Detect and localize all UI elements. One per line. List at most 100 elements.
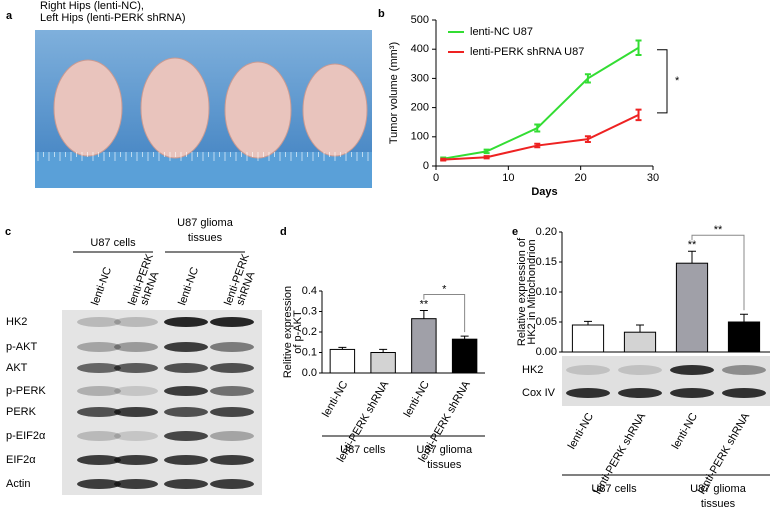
error-bar [419,309,428,319]
blot-background [62,310,262,495]
error-bar [483,148,490,155]
error-bar [584,73,591,84]
bar [451,338,478,374]
panel-label: c [5,226,11,238]
y-tick-label: 200 [411,102,429,114]
annotation: ** [688,239,697,251]
blot-band [114,455,158,465]
x-tick-label: 30 [647,172,659,184]
bar [623,331,657,353]
y-tick-label: 0.10 [536,286,557,298]
bar [675,262,709,353]
blot-band [114,386,158,396]
blot-row-label: PERK [6,406,37,418]
error-bar [635,39,642,57]
panel-label: b [378,8,385,20]
panel-label: e [512,226,518,238]
blot-band [77,479,121,489]
x-axis-label: Days [531,186,557,198]
x-tick-label: lenti-NC [320,379,350,419]
error-bar [483,155,490,160]
blot-band [210,363,254,373]
annotation: * [442,283,447,295]
annotation: ** [714,224,723,236]
blot-band [210,455,254,465]
bar [329,348,356,374]
blot-row-label: EIF2α [6,454,36,466]
error-bar [534,142,541,149]
group-label: U87 glioma [690,483,747,495]
ruler [35,152,372,188]
y-axis-label: of p-AKT [292,310,304,354]
blot-band [566,365,610,375]
y-tick-label: 0.4 [302,285,317,297]
error-bar [635,108,642,122]
error-bar [584,320,592,325]
blot-band [114,342,158,352]
blot-band [77,455,121,465]
blot-band [164,363,208,373]
significance-bracket [657,49,668,114]
legend-label: lenti-PERK shRNA U87 [470,46,584,58]
legend-label: lenti-NC U87 [470,26,533,38]
bar [370,352,396,374]
blot-row-label: Cox IV [522,387,556,399]
x-tick-label: 20 [575,172,587,184]
blot-band [164,479,208,489]
blot-band [722,365,766,375]
blot-band [77,342,121,352]
blot-band [566,388,610,398]
group-label: tissues [701,498,736,510]
blot-band [114,317,158,327]
group-label: U87 cells [591,483,637,495]
bar [727,321,761,353]
blot-background [562,356,770,406]
y-axis-label: Relitive expression [282,286,294,378]
annotation: * [675,75,680,87]
y-tick-label: 500 [411,14,429,26]
blot-row-label: AKT [6,362,28,374]
blot-band [164,455,208,465]
x-tick-label: lenti-NC [670,411,700,451]
error-bar [379,348,388,353]
blot-band [618,388,662,398]
blot-band [670,388,714,398]
y-tick-label: 400 [411,43,429,55]
blot-band [210,317,254,327]
x-tick-label: 0 [433,172,439,184]
error-bar [688,250,696,264]
blot-band [210,386,254,396]
blot-band [164,386,208,396]
y-axis-label: Relative expression of [516,237,528,346]
blot-band [164,431,208,441]
y-axis-label: Tumor volume (mm³) [388,42,400,144]
significance-bracket [691,234,745,311]
photo-caption: Left Hips (lenti-PERK shRNA) [40,12,186,24]
blot-row-label: p-AKT [6,341,37,353]
blot-row-label: HK2 [522,364,543,376]
series-line [443,46,640,160]
error-bar [440,157,447,162]
blot-band [77,386,121,396]
group-label: tissues [188,232,223,244]
blot-band [164,317,208,327]
lane-label: lenti-NC [89,266,114,307]
blot-band [670,365,714,375]
blot-band [114,363,158,373]
error-bar [460,335,469,340]
blot-row-label: p-PERK [6,385,46,397]
y-tick-label: 0.1 [302,346,317,358]
mice [53,57,368,159]
x-tick-label: lenti-NC [402,379,432,419]
blot-row-label: HK2 [6,316,27,328]
blot-band [164,407,208,417]
x-tick-label: 10 [502,172,514,184]
blot-band [114,479,158,489]
panel-label: d [280,226,287,238]
panel-label: a [6,10,13,22]
x-tick-label: lenti-NC [566,411,596,451]
blot-band [77,363,121,373]
blot-band [77,431,121,441]
blot-band [77,407,121,417]
